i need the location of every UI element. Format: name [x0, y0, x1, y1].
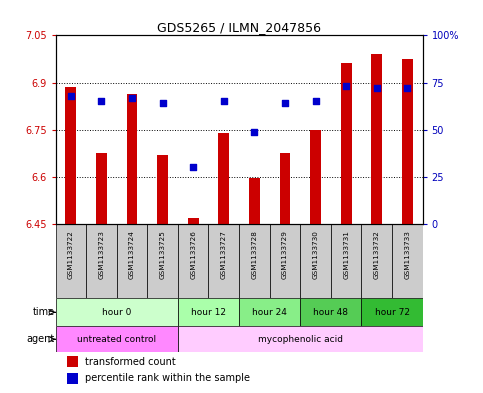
Bar — [66, 87, 76, 224]
Bar — [249, 178, 260, 224]
FancyBboxPatch shape — [56, 298, 178, 327]
FancyBboxPatch shape — [361, 298, 423, 327]
Point — [220, 98, 227, 105]
FancyBboxPatch shape — [300, 298, 361, 327]
Bar — [127, 94, 137, 224]
Point — [128, 94, 136, 101]
Text: hour 48: hour 48 — [313, 308, 348, 317]
Point — [98, 98, 105, 105]
FancyBboxPatch shape — [361, 224, 392, 298]
Bar — [67, 373, 78, 384]
Bar — [280, 153, 290, 224]
Point — [251, 129, 258, 135]
Point — [373, 85, 381, 91]
Bar — [341, 63, 352, 224]
Bar — [402, 59, 412, 224]
Bar — [157, 155, 168, 224]
Text: time: time — [33, 307, 55, 317]
Text: percentile rank within the sample: percentile rank within the sample — [85, 373, 250, 383]
Text: GSM1133732: GSM1133732 — [374, 230, 380, 279]
FancyBboxPatch shape — [209, 224, 239, 298]
Bar — [310, 130, 321, 224]
Text: agent: agent — [27, 334, 55, 344]
Bar — [218, 133, 229, 224]
FancyBboxPatch shape — [86, 224, 117, 298]
Text: GSM1133730: GSM1133730 — [313, 230, 319, 279]
FancyBboxPatch shape — [239, 224, 270, 298]
Text: GSM1133724: GSM1133724 — [129, 230, 135, 279]
Text: GSM1133723: GSM1133723 — [99, 230, 104, 279]
Text: hour 24: hour 24 — [252, 308, 287, 317]
Point — [189, 164, 197, 171]
Text: hour 0: hour 0 — [102, 308, 131, 317]
Text: GSM1133725: GSM1133725 — [159, 230, 166, 279]
Text: transformed count: transformed count — [85, 357, 176, 367]
FancyBboxPatch shape — [331, 224, 361, 298]
Text: mycophenolic acid: mycophenolic acid — [258, 335, 343, 344]
FancyBboxPatch shape — [178, 298, 239, 327]
Bar — [96, 153, 107, 224]
Text: hour 72: hour 72 — [374, 308, 410, 317]
FancyBboxPatch shape — [147, 224, 178, 298]
Text: untreated control: untreated control — [77, 335, 156, 344]
FancyBboxPatch shape — [117, 224, 147, 298]
Point — [281, 100, 289, 107]
Bar — [67, 356, 78, 367]
FancyBboxPatch shape — [56, 224, 86, 298]
Point — [342, 83, 350, 90]
Text: GSM1133731: GSM1133731 — [343, 230, 349, 279]
Text: GSM1133727: GSM1133727 — [221, 230, 227, 279]
Text: GSM1133722: GSM1133722 — [68, 230, 74, 279]
Text: GSM1133728: GSM1133728 — [251, 230, 257, 279]
FancyBboxPatch shape — [270, 224, 300, 298]
Bar — [188, 219, 199, 224]
FancyBboxPatch shape — [56, 327, 178, 352]
Point — [159, 100, 167, 107]
Text: GSM1133729: GSM1133729 — [282, 230, 288, 279]
Point — [312, 98, 319, 105]
Point — [67, 93, 75, 99]
Text: GSM1133733: GSM1133733 — [404, 230, 411, 279]
FancyBboxPatch shape — [178, 327, 423, 352]
FancyBboxPatch shape — [239, 298, 300, 327]
Text: GSM1133726: GSM1133726 — [190, 230, 196, 279]
FancyBboxPatch shape — [300, 224, 331, 298]
Title: GDS5265 / ILMN_2047856: GDS5265 / ILMN_2047856 — [157, 21, 321, 34]
FancyBboxPatch shape — [178, 224, 209, 298]
FancyBboxPatch shape — [392, 224, 423, 298]
Bar — [371, 54, 382, 224]
Text: hour 12: hour 12 — [191, 308, 226, 317]
Point — [403, 85, 411, 91]
